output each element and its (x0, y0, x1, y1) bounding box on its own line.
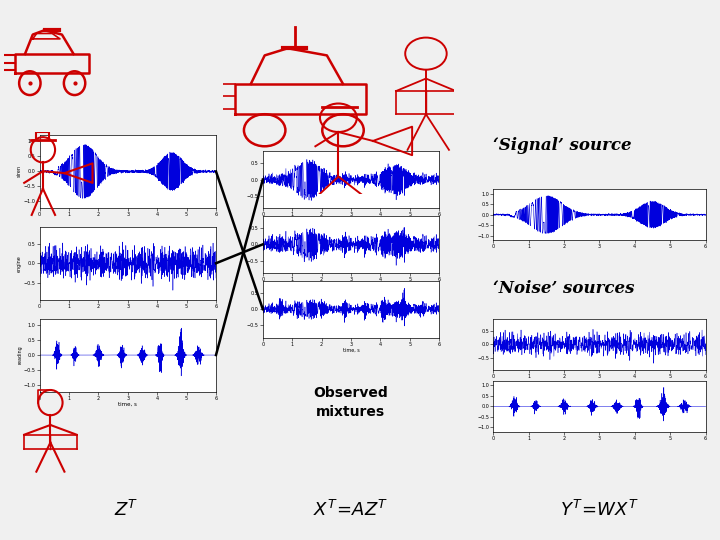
Text: Observed
mixtures: Observed mixtures (313, 386, 388, 418)
Text: $Y^T\!=\!WX^T$: $Y^T\!=\!WX^T$ (560, 500, 639, 521)
Y-axis label: siren: siren (17, 165, 22, 178)
Y-axis label: engine: engine (17, 255, 22, 272)
X-axis label: time, s: time, s (343, 348, 359, 353)
X-axis label: time, s: time, s (118, 402, 138, 407)
Text: ‘Signal’ source: ‘Signal’ source (493, 137, 632, 154)
Text: ‘Noise’ sources: ‘Noise’ sources (493, 280, 635, 298)
Text: $Z^T$: $Z^T$ (114, 500, 138, 521)
Text: $X^T\!=\!AZ^T$: $X^T\!=\!AZ^T$ (313, 500, 388, 521)
Y-axis label: reading: reading (17, 346, 22, 365)
